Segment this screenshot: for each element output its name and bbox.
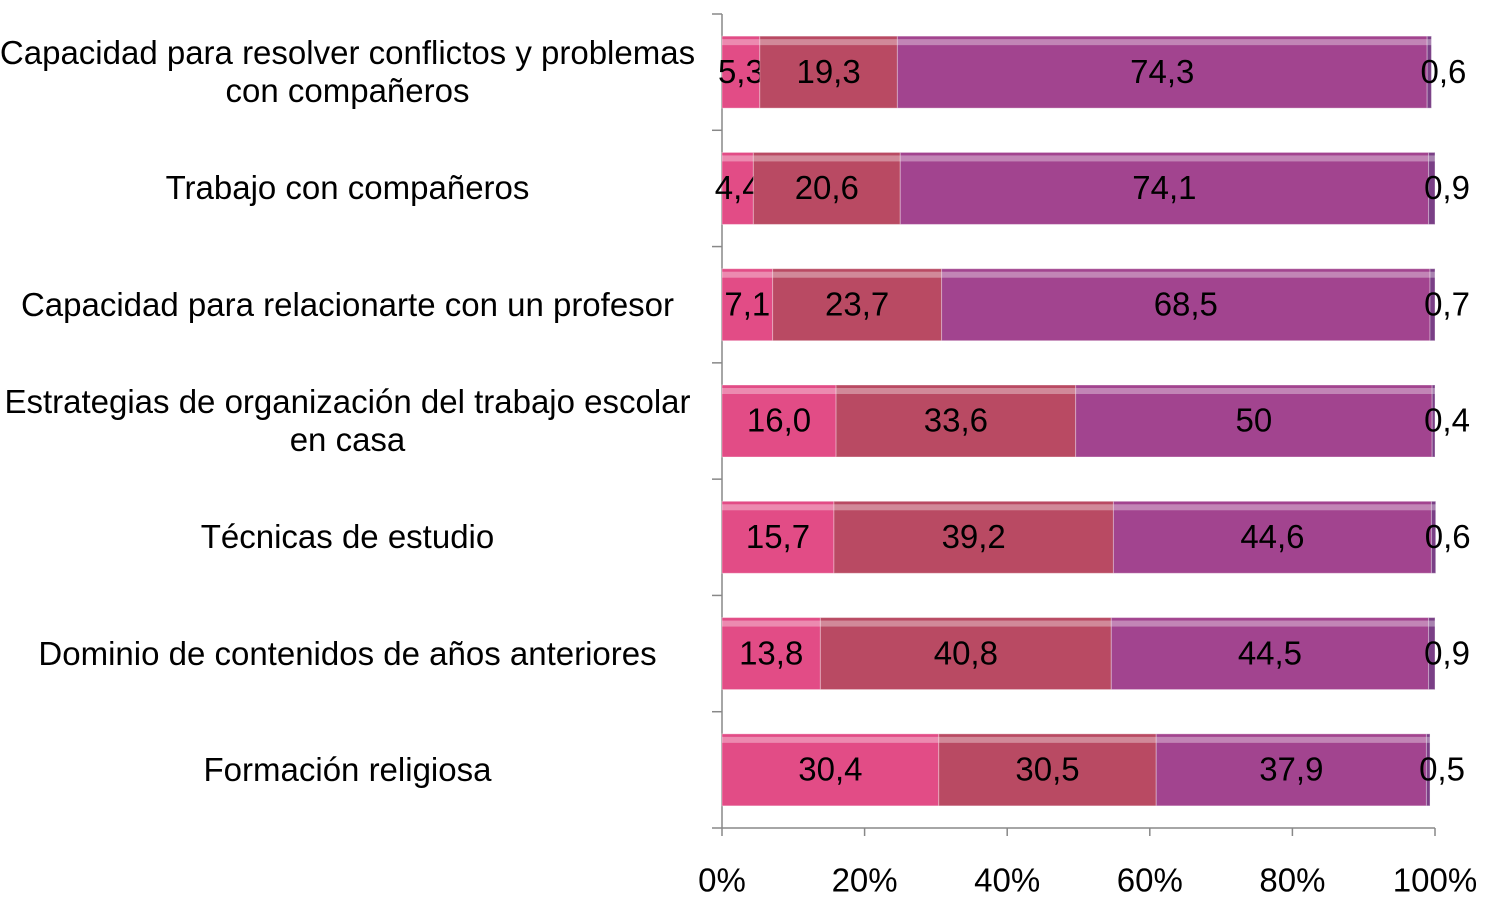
bar-highlight [900,155,1429,162]
x-tick-label: 0% [698,862,746,897]
x-tick-label: 40% [974,862,1040,897]
bar-highlight [1156,736,1427,743]
bar-highlight [820,620,1112,627]
category-label: Trabajo con compañeros [165,169,530,207]
x-tick-label: 100% [1393,862,1477,897]
bar-highlight [1431,504,1436,511]
data-label: 15,7 [746,518,810,555]
bar-segment [1430,500,1437,574]
bar-highlight [897,39,1428,46]
bar-segment [1155,733,1427,807]
bar-segment [1426,35,1432,109]
bar-highlight [1075,388,1433,394]
bar-highlight [722,39,760,46]
bar-segment [819,617,1112,691]
data-label: 40,8 [934,634,998,671]
data-label: 19,3 [796,53,860,90]
category-label: Formación religiosa [203,750,492,788]
bar-segment [941,268,1431,342]
bar-segment [1428,151,1436,225]
bar-highlight [1428,620,1435,627]
data-label: 0,9 [1424,634,1470,671]
bar-segment [721,733,940,807]
category-label: Capacidad para relacionarte con un profe… [20,285,675,323]
bar-segment [752,151,901,225]
x-tick-label: 80% [1259,862,1325,897]
category-label: Estrategias de organización del trabajo … [4,383,691,458]
bar-highlight [753,155,901,162]
data-label: 30,4 [798,751,862,788]
bar-segment [721,151,754,225]
category-label: Dominio de contenidos de años anteriores [38,634,657,672]
bar-highlight [1427,39,1432,46]
bar-segment [1110,617,1430,691]
bar-segment [1075,384,1433,458]
bar-segment [759,35,898,109]
bar-highlight [722,504,834,511]
data-label: 33,6 [924,402,988,439]
bar-segment [721,500,835,574]
data-label: 5,3 [718,53,764,90]
bar-highlight [1432,388,1435,394]
bar-highlight [759,39,898,46]
bar-highlight [1426,736,1431,743]
bar-highlight [722,155,754,162]
bar-segment [1429,268,1436,342]
data-label: 7,1 [724,285,770,322]
bar-segment [772,268,943,342]
bar-segment [833,500,1114,574]
data-label: 0,6 [1425,518,1471,555]
category-label: Capacidad para resolver conflictos y pro… [0,34,696,110]
data-label: 4,4 [715,169,761,206]
bar-highlight [938,736,1157,743]
data-label: 30,5 [1015,751,1079,788]
data-label: 44,5 [1238,634,1302,671]
bar-segment [899,151,1430,225]
data-label: 0,4 [1424,402,1470,439]
bar-highlight [1113,504,1432,511]
bar-segment [1428,617,1436,691]
data-label: 68,5 [1154,285,1218,322]
bar-segment [721,384,837,458]
x-tick-label: 60% [1117,862,1183,897]
data-label: 13,8 [739,634,803,671]
data-label: 0,6 [1420,53,1466,90]
data-label: 16,0 [747,402,811,439]
data-label: 23,7 [825,285,889,322]
category-label: Técnicas de estudio [200,518,495,556]
bar-highlight [1430,271,1435,278]
bar-highlight [772,271,942,278]
bar-segment [1431,384,1436,458]
data-label: 50 [1236,402,1273,439]
bar-segment [1425,733,1431,807]
data-label: 20,6 [795,169,859,206]
bar-highlight [833,504,1114,511]
x-tick-label: 20% [832,862,898,897]
data-label: 74,1 [1132,169,1196,206]
bar-highlight [722,271,773,278]
bar-highlight [722,620,821,627]
data-label: 0,7 [1424,285,1470,322]
bar-highlight [722,388,837,394]
data-label: 44,6 [1240,518,1304,555]
data-label: 0,9 [1424,169,1470,206]
bar-segment [896,35,1428,109]
bar-highlight [1111,620,1429,627]
data-label: 37,9 [1259,751,1323,788]
bar-highlight [722,736,939,743]
bar-highlight [1428,155,1435,162]
bar-highlight [941,271,1431,278]
data-label: 0,5 [1419,751,1465,788]
bar-segment [1112,500,1432,574]
bar-highlight [836,388,1076,394]
data-label: 39,2 [942,518,1006,555]
bar-segment [721,35,761,109]
data-label: 74,3 [1130,53,1194,90]
